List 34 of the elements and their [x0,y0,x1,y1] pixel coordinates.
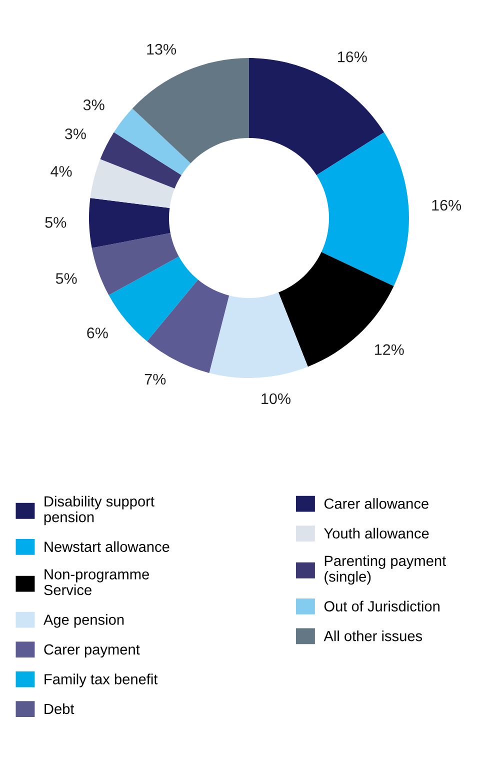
legend-label: Non-programme Service [44,569,149,596]
donut-slice [100,132,182,189]
data-label: 6% [87,328,108,338]
data-label: 12% [375,344,404,356]
donut-slice [90,159,175,208]
data-label: 5% [56,273,77,284]
data-label: 16% [432,200,462,211]
legend-label: Youth allowance [324,528,429,539]
legend-label: All other issues [324,630,422,642]
legend-label: Disability support pension [44,496,154,526]
legend-label: Out of Jurisdiction [324,600,440,612]
data-label: 5% [45,217,66,228]
donut-slice [114,108,191,176]
data-label: 13% [147,44,176,55]
donut-slice [209,292,308,378]
data-label: 3% [83,99,104,110]
data-label: 7% [144,374,166,385]
legend-label: Debt [44,703,74,714]
legend-label: Parenting payment (single) [324,555,446,585]
legend-label: Newstart allowance [44,541,170,552]
legend-label: Carer payment [44,644,140,658]
legend-label: Age pension [43,614,124,628]
data-label: 4% [50,166,72,177]
legend-label: Family tax benefit [44,674,158,688]
data-label: 3% [64,128,86,140]
donut-slice [132,58,249,164]
data-label: 10% [262,393,290,404]
legend-label: Carer allowance [324,498,428,509]
donut-slice [316,132,409,286]
data-label: 16% [338,51,367,62]
donut-slice [92,232,179,296]
donut-slice [108,256,198,342]
donut-slice [89,198,170,248]
donut-slice [147,280,230,373]
